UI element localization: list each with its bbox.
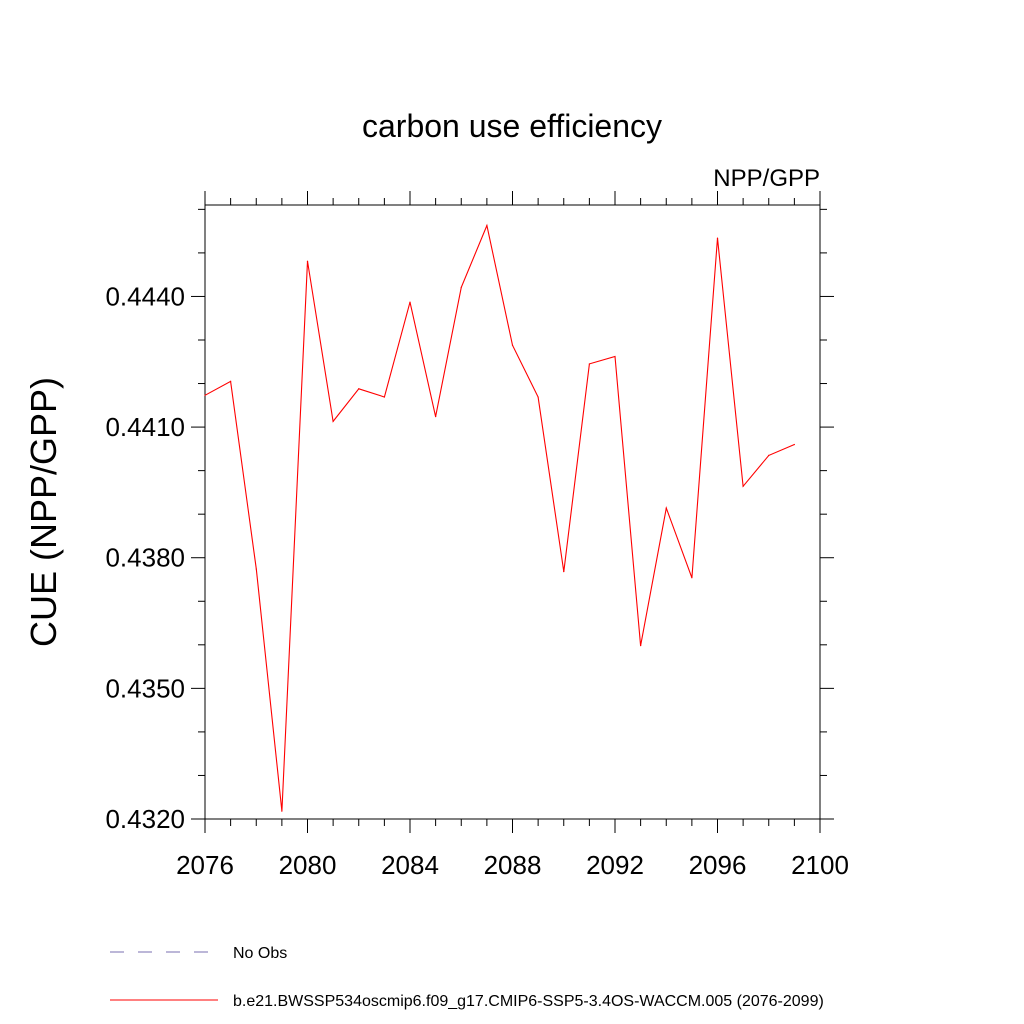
chart-subtitle: NPP/GPP <box>713 165 820 192</box>
plot-border <box>204 204 821 820</box>
x-tick-label: 2096 <box>689 850 747 880</box>
data-point <box>511 344 514 346</box>
legend-label: b.e21.BWSSP534oscmip6.f09_g17.CMIP6-SSP5… <box>233 993 824 1010</box>
x-tick-label: 2092 <box>586 850 644 880</box>
legend-label: No Obs <box>233 945 287 962</box>
data-point <box>255 568 257 570</box>
y-tick-label: 0.4350 <box>105 673 185 703</box>
data-point <box>768 454 770 456</box>
data-point <box>383 396 385 398</box>
x-tick-label: 2088 <box>484 850 542 880</box>
x-tick-label: 2076 <box>176 850 234 880</box>
data-point <box>358 388 360 390</box>
series-layer <box>204 223 795 812</box>
data-point <box>332 420 334 423</box>
data-point <box>563 571 565 573</box>
data-point <box>537 396 539 398</box>
chart-title: carbon use efficiency <box>362 108 662 144</box>
y-tick-label: 0.4320 <box>105 804 185 834</box>
series-line <box>204 223 795 812</box>
data-point <box>435 416 437 418</box>
y-axis-label: CUE (NPP/GPP) <box>23 377 64 647</box>
y-tick-label: 0.4380 <box>105 543 185 573</box>
data-point <box>409 301 411 303</box>
axis-ticks: 2076 2080 2084 2088 2092 2096 2100 0.4320 0.4350… <box>105 191 849 880</box>
data-point <box>665 507 667 509</box>
y-tick-label: 0.4440 <box>105 281 185 311</box>
data-point <box>204 394 206 396</box>
data-point <box>460 286 462 288</box>
data-point <box>614 355 616 358</box>
data-point <box>281 810 283 812</box>
x-tick-label: 2100 <box>791 850 849 880</box>
data-point <box>793 443 795 446</box>
data-point <box>588 363 590 365</box>
plot-frame <box>204 204 821 820</box>
data-point <box>230 380 232 382</box>
x-tick-label: 2080 <box>279 850 337 880</box>
data-point <box>716 237 719 239</box>
y-tick-label: 0.4410 <box>105 412 185 442</box>
legend: No Obs b.e21.BWSSP534oscmip6.f09_g17.CMIP… <box>110 945 824 1010</box>
data-point <box>486 224 488 227</box>
data-point <box>691 577 693 579</box>
x-tick-label: 2084 <box>381 850 439 880</box>
data-point <box>640 645 642 647</box>
data-point <box>306 260 309 262</box>
data-point <box>742 485 744 487</box>
